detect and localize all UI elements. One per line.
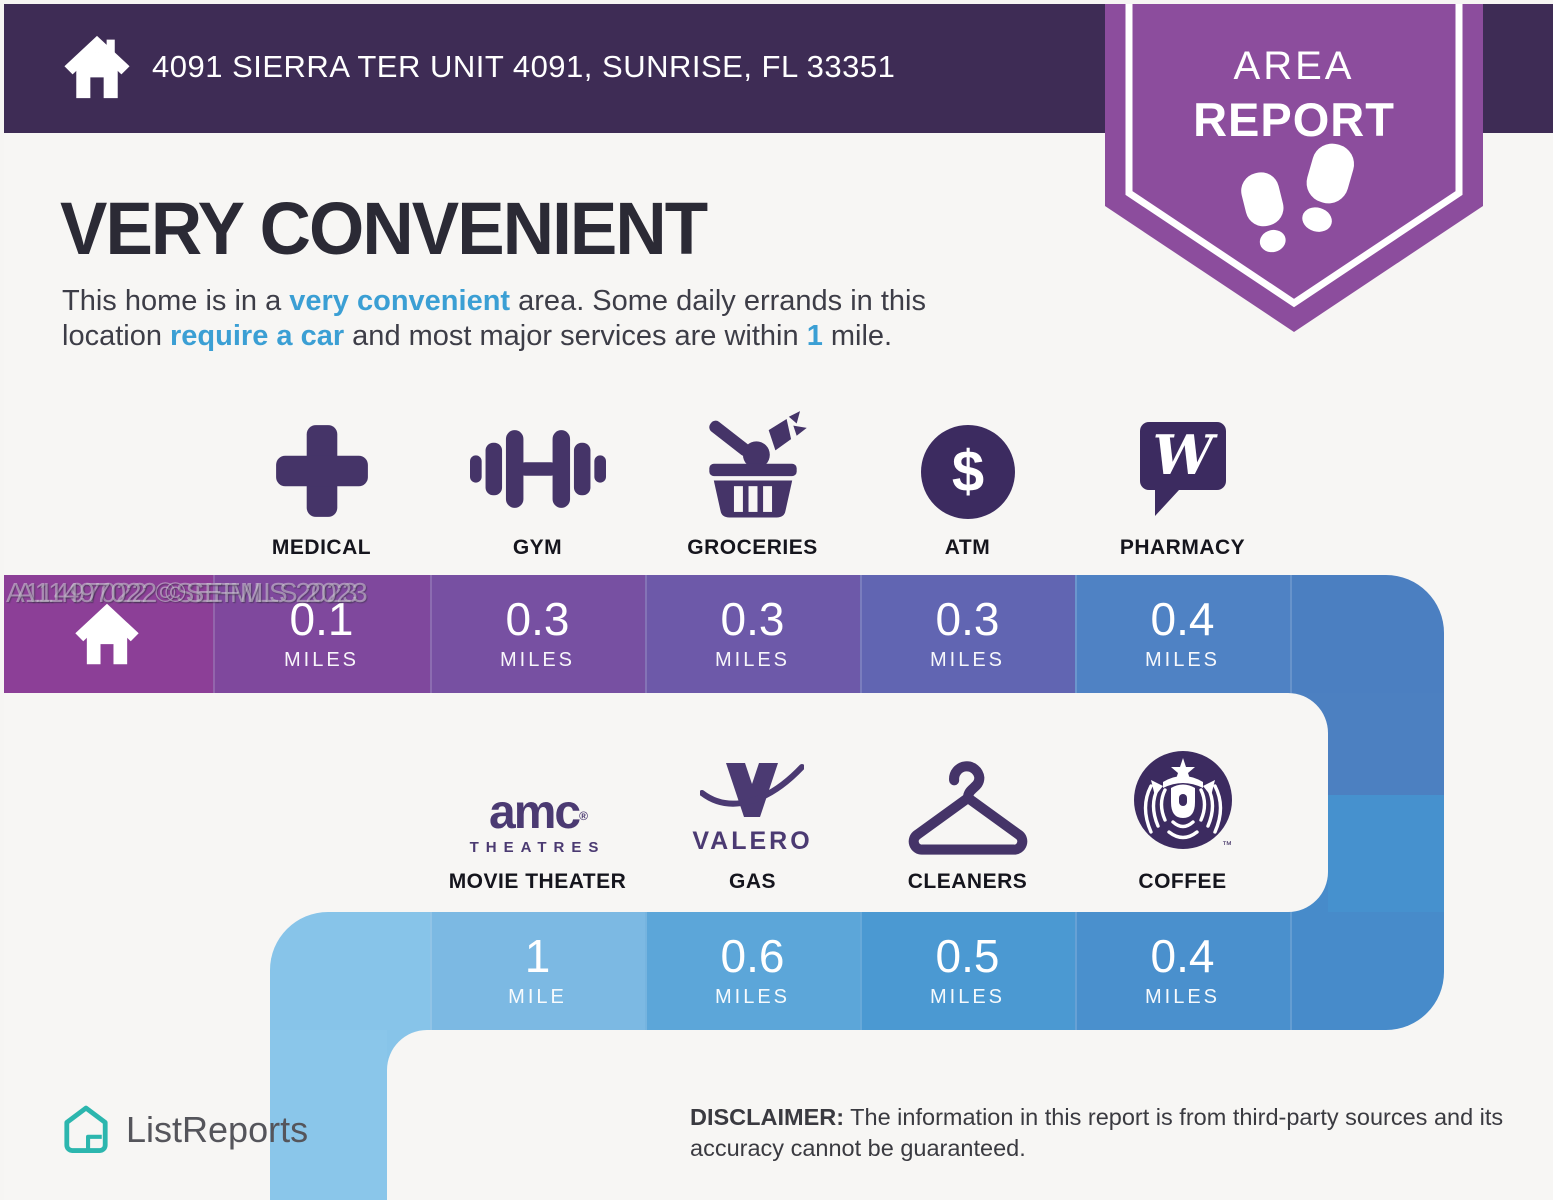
intro-text: This home is in a — [62, 285, 290, 317]
path-turn-right — [1290, 575, 1444, 693]
poi-label: MEDICAL — [271, 536, 372, 559]
intro-highlight: require a car — [170, 320, 345, 353]
watermark-text: A11497022 ©SEFMLS 2023 — [16, 577, 368, 608]
medical-cross-icon — [275, 425, 368, 517]
distance-unit: MILES — [499, 649, 576, 671]
svg-text:W: W — [1152, 423, 1218, 487]
distance-value: 1 — [524, 930, 551, 982]
poi-atm: $ ATM — [860, 402, 1075, 560]
page-edge-top — [0, 0, 1553, 4]
walgreens-w-icon: W — [1139, 422, 1226, 516]
distance-unit: MILE — [508, 986, 567, 1008]
distance-value: 0.3 — [505, 593, 570, 645]
disclaimer-label: DISCLAIMER: — [690, 1104, 845, 1130]
distance-unit: MILES — [714, 649, 791, 671]
badge-line1: AREA — [1233, 44, 1355, 88]
registered-mark: ® — [579, 809, 588, 823]
valero-v-icon — [700, 763, 805, 817]
poi-label: GYM — [512, 536, 563, 559]
disclaimer-text: The information in this report is from t… — [690, 1104, 1504, 1162]
distance-value: 0.3 — [720, 593, 785, 645]
path-left-strip — [270, 1030, 387, 1200]
distance-segment-coffee: 0.4 MILES — [1075, 912, 1290, 1030]
footprints-icon — [1241, 143, 1355, 253]
intro-text: area. Some daily errands in this — [510, 285, 926, 317]
distance-value: 0.4 — [1150, 593, 1215, 645]
path-home-segment — [0, 575, 213, 693]
path-turn-from-strip — [1290, 912, 1444, 1030]
area-report-badge: AREA REPORT — [1105, 0, 1483, 336]
distance-unit: MILES — [714, 986, 791, 1008]
path-right-strip-upper — [1328, 693, 1444, 795]
poi-movie-theater: amc® THEATRES MOVIE THEATER — [430, 742, 645, 894]
distance-value: 0.3 — [935, 593, 1000, 645]
hanger-icon — [908, 761, 1027, 855]
property-address: 4091 SIERRA TER UNIT 4091, SUNRISE, FL 3… — [152, 48, 896, 84]
poi-label: ATM — [944, 536, 991, 559]
poi-label: GROCERIES — [687, 536, 818, 559]
intro-paragraph: This home is in a very convenient area. … — [62, 284, 1102, 355]
poi-label: MOVIE THEATER — [448, 870, 627, 893]
distance-unit: MILES — [1144, 649, 1221, 671]
distance-segment-cleaners: 0.5 MILES — [860, 912, 1075, 1030]
distance-path-row1: 0.1 MILES 0.3 MILES 0.3 MILES 0.3 MILES … — [0, 575, 1444, 693]
atm-dollar-icon: $ — [920, 425, 1015, 519]
poi-pharmacy: W PHARMACY — [1075, 402, 1290, 560]
svg-text:$: $ — [951, 439, 983, 504]
intro-highlight: very convenient — [289, 285, 511, 317]
poi-medical: MEDICAL — [213, 402, 430, 560]
distance-value: 0.4 — [1150, 930, 1215, 982]
distance-value: 0.1 — [289, 593, 354, 645]
amc-wordmark: amc — [489, 786, 581, 839]
badge-line2: REPORT — [1193, 93, 1395, 146]
page-title: VERY CONVENIENT — [60, 187, 708, 270]
intro-text: and most major services are within — [344, 320, 807, 353]
poi-label: PHARMACY — [1119, 536, 1246, 559]
distance-segment-movie-theater: 1 MILE — [430, 912, 645, 1030]
poi-label: CLEANERS — [907, 870, 1028, 893]
distance-path-row2: 1 MILE 0.6 MILES 0.5 MILES 0.4 MILES — [270, 912, 1444, 1030]
distance-unit: MILES — [283, 649, 360, 671]
distance-segment-atm: 0.3 MILES — [860, 575, 1075, 693]
distance-value: 0.6 — [720, 930, 785, 982]
poi-gas: VALERO GAS — [645, 742, 860, 894]
page-edge-left — [0, 0, 4, 1200]
distance-segment-medical: 0.1 MILES — [213, 575, 430, 693]
intro-highlight: 1 — [806, 320, 823, 353]
distance-unit: MILES — [1144, 986, 1221, 1008]
home-icon — [74, 603, 139, 665]
distance-segment-groceries: 0.3 MILES — [645, 575, 860, 693]
poi-label: COFFEE — [1138, 870, 1227, 893]
valero-wordmark: VALERO — [692, 827, 813, 855]
grocery-basket-icon — [708, 411, 807, 518]
badge-ribbon-icon — [1105, 0, 1483, 332]
intro-text: location — [62, 320, 171, 353]
disclaimer: DISCLAIMER: The information in this repo… — [690, 1102, 1505, 1164]
amc-theatres-logo: amc® THEATRES — [469, 786, 606, 857]
watermark-text: A11497022 ©SEFMLS 2023 — [6, 577, 358, 608]
distance-unit: MILES — [929, 986, 1006, 1008]
path-right-strip-lower — [1328, 795, 1444, 912]
poi-label: GAS — [728, 870, 776, 893]
poi-gym: GYM — [430, 402, 645, 560]
listreports-wordmark: ListReports — [126, 1109, 309, 1150]
distance-segment-pharmacy: 0.4 MILES — [1075, 575, 1290, 693]
listreports-logo: ListReports — [62, 1104, 308, 1156]
poi-coffee: ™ COFFEE — [1075, 742, 1290, 894]
trademark-symbol: ™ — [1222, 840, 1232, 851]
poi-groceries: GROCERIES — [645, 402, 860, 560]
distance-segment-gas: 0.6 MILES — [645, 912, 860, 1030]
home-icon — [64, 35, 130, 99]
dumbbell-icon — [469, 430, 606, 508]
distance-unit: MILES — [929, 649, 1006, 671]
amc-theatres-text: THEATRES — [469, 839, 606, 856]
distance-value: 0.5 — [935, 930, 1000, 982]
intro-text: mile. — [822, 320, 893, 353]
listreports-house-icon — [64, 1105, 108, 1153]
starbucks-siren-icon: ™ — [1133, 751, 1232, 851]
path-turn-left — [270, 912, 430, 1030]
distance-segment-gym: 0.3 MILES — [430, 575, 645, 693]
poi-cleaners: CLEANERS — [860, 742, 1075, 894]
